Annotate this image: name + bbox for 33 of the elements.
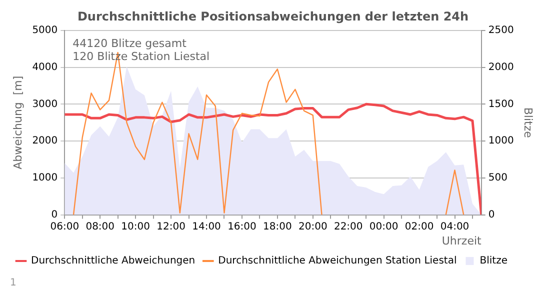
x-tick-label: 22:00 <box>334 221 363 232</box>
x-axis-title: Uhrzeit <box>442 234 482 248</box>
y2-tick-label: 2000 <box>488 62 514 73</box>
y2-tick-label: 2500 <box>488 24 514 36</box>
y-tick-label: 0 <box>51 209 58 220</box>
y-tick-label: 5000 <box>32 24 58 36</box>
y2-tick-label: 1000 <box>488 136 514 147</box>
x-tick-label: 04:00 <box>440 221 470 232</box>
y-tick-label: 4000 <box>32 62 58 73</box>
y-tick-label: 1000 <box>32 172 58 184</box>
y-tick-label: 2000 <box>32 136 58 147</box>
x-tick-label: 18:00 <box>263 221 292 232</box>
x-tick-label: 00:00 <box>369 221 398 232</box>
y-tick-label: 3000 <box>32 98 58 110</box>
text: 1 <box>10 278 16 289</box>
x-tick-label: 16:00 <box>228 221 256 232</box>
x-tick-label: 06:00 <box>50 221 80 232</box>
x-tick-label: 14:00 <box>192 221 221 232</box>
legend-label: Blitze <box>480 256 508 267</box>
x-tick-label: 10:00 <box>121 221 150 232</box>
y2-axis-title: Blitze <box>522 107 535 138</box>
x-tick-label: 08:00 <box>86 221 115 232</box>
chart-title: Durchschnittliche Positionsabweichungen der letzten 24h <box>77 9 469 24</box>
legend-label: Durchschnittliche Abweichungen Station Liestal <box>218 256 457 267</box>
x-tick-label: 02:00 <box>404 221 434 232</box>
legend-label: Durchschnittliche Abweichungen <box>31 256 196 267</box>
x-tick-label: 12:00 <box>156 221 186 232</box>
annotation: 44120 Blitze gesamt <box>72 36 188 50</box>
y-axis-title: Abweichung [m] <box>11 76 24 170</box>
y2-tick-label: 1500 <box>488 98 514 110</box>
x-tick-label: 20:00 <box>298 221 328 232</box>
y2-tick-label: 500 <box>488 172 508 184</box>
y2-tick-label: 0 <box>488 209 495 220</box>
